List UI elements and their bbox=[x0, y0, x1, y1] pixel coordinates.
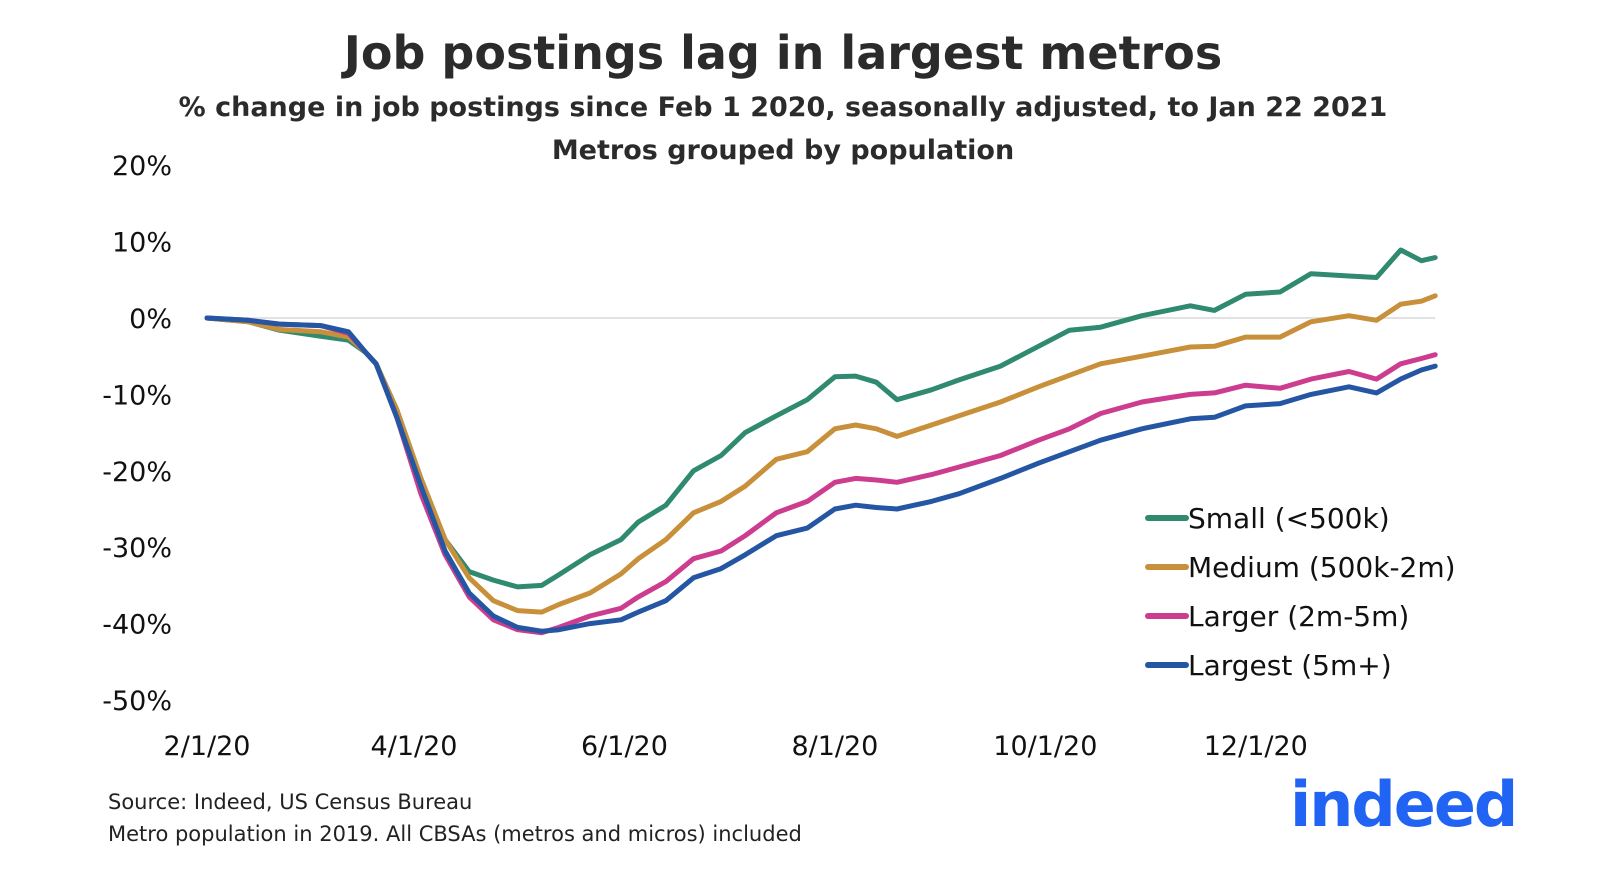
population-note: Metro population in 2019. All CBSAs (met… bbox=[108, 822, 802, 846]
y-tick-label: -10% bbox=[102, 380, 172, 411]
chart-subtitle: % change in job postings since Feb 1 202… bbox=[178, 92, 1388, 123]
chart-subtitle-2: Metros grouped by population bbox=[551, 135, 1015, 166]
x-tick-label: 6/1/20 bbox=[581, 731, 668, 762]
x-tick-label: 2/1/20 bbox=[164, 731, 251, 762]
y-tick-label: -30% bbox=[102, 533, 172, 564]
y-tick-label: 10% bbox=[112, 228, 172, 259]
x-tick-label: 10/1/20 bbox=[993, 731, 1097, 762]
x-tick-label: 8/1/20 bbox=[791, 731, 878, 762]
y-tick-label: -50% bbox=[102, 686, 172, 717]
legend-label-1: Medium (500k-2m) bbox=[1188, 551, 1456, 584]
legend-label-2: Larger (2m-5m) bbox=[1188, 600, 1409, 633]
series-line-0 bbox=[204, 247, 1438, 590]
x-tick-label: 12/1/20 bbox=[1204, 731, 1308, 762]
y-tick-label: 0% bbox=[129, 304, 172, 335]
y-tick-label: -40% bbox=[102, 610, 172, 641]
x-tick-label: 4/1/20 bbox=[371, 731, 458, 762]
indeed-logo: indeed bbox=[1290, 768, 1518, 841]
legend-label-0: Small (<500k) bbox=[1188, 502, 1390, 535]
legend-label-3: Largest (5m+) bbox=[1188, 649, 1392, 682]
y-tick-label: -20% bbox=[102, 457, 172, 488]
chart-title: Job postings lag in largest metros bbox=[343, 26, 1223, 80]
y-tick-label: 20% bbox=[112, 151, 172, 182]
series-line-3 bbox=[204, 315, 1438, 634]
series-line-2 bbox=[204, 315, 1438, 636]
series-line-1 bbox=[204, 293, 1438, 615]
source-note: Source: Indeed, US Census Bureau bbox=[108, 790, 473, 814]
